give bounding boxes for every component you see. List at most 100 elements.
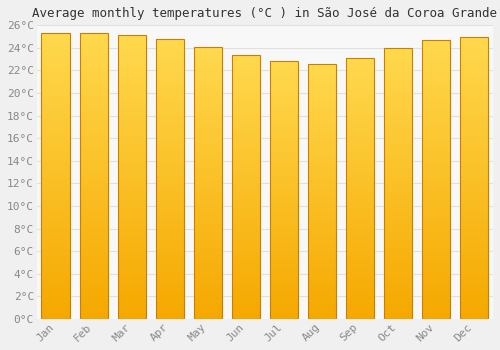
Bar <box>460 96 488 99</box>
Bar <box>346 303 374 306</box>
Bar <box>42 270 70 273</box>
Bar <box>42 162 70 164</box>
Bar <box>422 101 450 104</box>
Bar <box>270 110 298 113</box>
Bar <box>42 179 70 182</box>
Bar <box>194 243 222 245</box>
Bar <box>384 91 412 94</box>
Bar <box>346 175 374 178</box>
Bar <box>422 146 450 149</box>
Bar <box>346 188 374 191</box>
Bar <box>308 84 336 87</box>
Bar <box>118 72 146 75</box>
Bar <box>194 120 222 123</box>
Bar <box>156 207 184 210</box>
Bar <box>308 178 336 181</box>
Bar <box>460 158 488 161</box>
Bar <box>270 211 298 213</box>
Bar <box>42 216 70 219</box>
Bar <box>460 254 488 257</box>
Bar <box>422 299 450 302</box>
Bar <box>460 144 488 147</box>
Bar <box>308 227 336 230</box>
Bar <box>42 33 70 319</box>
Bar <box>460 163 488 167</box>
Bar <box>42 273 70 276</box>
Bar <box>80 282 108 285</box>
Bar <box>308 316 336 319</box>
Bar <box>422 118 450 121</box>
Bar <box>80 99 108 102</box>
Bar <box>422 140 450 143</box>
Bar <box>156 196 184 198</box>
Bar <box>80 302 108 304</box>
Bar <box>346 61 374 63</box>
Bar <box>232 282 260 285</box>
Bar <box>80 304 108 307</box>
Bar <box>270 311 298 314</box>
Bar <box>460 172 488 175</box>
Bar <box>308 232 336 234</box>
Bar <box>118 84 146 86</box>
Bar <box>80 210 108 213</box>
Bar <box>232 155 260 158</box>
Bar <box>118 313 146 316</box>
Bar <box>308 122 336 125</box>
Bar <box>270 257 298 260</box>
Bar <box>308 186 336 189</box>
Bar <box>232 311 260 314</box>
Bar <box>232 105 260 107</box>
Bar <box>232 293 260 295</box>
Bar <box>194 115 222 118</box>
Bar <box>80 270 108 273</box>
Bar <box>232 308 260 311</box>
Bar <box>42 99 70 102</box>
Bar <box>42 119 70 122</box>
Bar <box>460 265 488 268</box>
Bar <box>460 220 488 223</box>
Bar <box>346 186 374 188</box>
Bar <box>232 63 260 65</box>
Bar <box>422 190 450 193</box>
Bar <box>232 258 260 261</box>
Bar <box>80 136 108 139</box>
Bar <box>156 170 184 173</box>
Bar <box>384 134 412 137</box>
Bar <box>156 305 184 308</box>
Bar <box>232 89 260 92</box>
Bar <box>118 262 146 265</box>
Bar <box>384 286 412 289</box>
Bar <box>422 255 450 258</box>
Bar <box>118 120 146 123</box>
Bar <box>346 89 374 92</box>
Bar <box>194 85 222 88</box>
Bar <box>118 234 146 237</box>
Bar <box>422 249 450 252</box>
Bar <box>80 56 108 59</box>
Bar <box>232 271 260 274</box>
Bar <box>232 55 260 319</box>
Bar <box>80 208 108 210</box>
Bar <box>270 309 298 311</box>
Bar <box>156 100 184 103</box>
Bar <box>460 308 488 310</box>
Bar <box>460 212 488 215</box>
Bar <box>346 69 374 71</box>
Bar <box>118 282 146 285</box>
Bar <box>232 86 260 89</box>
Bar <box>42 253 70 256</box>
Bar <box>308 260 336 263</box>
Bar <box>194 147 222 150</box>
Bar <box>346 181 374 183</box>
Bar <box>460 268 488 271</box>
Bar <box>42 33 70 36</box>
Bar <box>422 62 450 65</box>
Bar <box>460 200 488 203</box>
Bar <box>194 79 222 82</box>
Bar <box>194 69 222 71</box>
Bar <box>194 226 222 229</box>
Bar <box>118 242 146 245</box>
Bar <box>80 245 108 247</box>
Bar <box>346 212 374 215</box>
Bar <box>156 215 184 218</box>
